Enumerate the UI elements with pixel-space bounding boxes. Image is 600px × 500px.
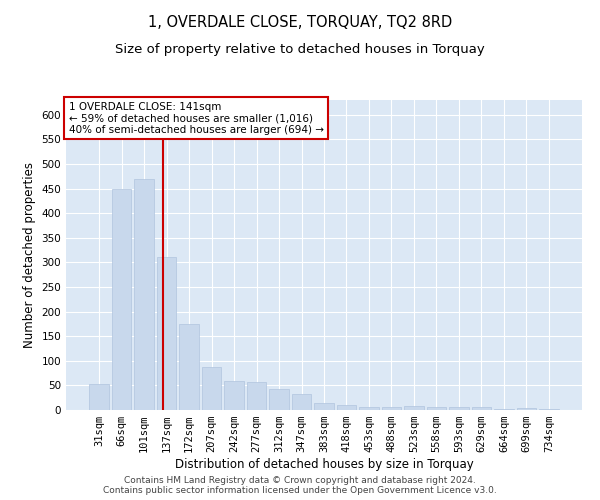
Bar: [517, 408, 536, 410]
X-axis label: Distribution of detached houses by size in Torquay: Distribution of detached houses by size …: [175, 458, 473, 471]
Text: 1 OVERDALE CLOSE: 141sqm
← 59% of detached houses are smaller (1,016)
40% of sem: 1 OVERDALE CLOSE: 141sqm ← 59% of detach…: [68, 102, 323, 134]
Bar: [382, 406, 401, 410]
Bar: [157, 258, 176, 410]
Bar: [472, 407, 491, 410]
Text: Contains HM Land Registry data © Crown copyright and database right 2024.
Contai: Contains HM Land Registry data © Crown c…: [103, 476, 497, 495]
Text: Size of property relative to detached houses in Torquay: Size of property relative to detached ho…: [115, 42, 485, 56]
Bar: [404, 406, 424, 410]
Bar: [202, 366, 221, 410]
Bar: [89, 384, 109, 410]
Bar: [224, 382, 244, 410]
Y-axis label: Number of detached properties: Number of detached properties: [23, 162, 36, 348]
Bar: [449, 407, 469, 410]
Bar: [292, 394, 311, 410]
Bar: [314, 402, 334, 410]
Bar: [112, 188, 131, 410]
Bar: [539, 408, 559, 410]
Bar: [359, 406, 379, 410]
Text: 1, OVERDALE CLOSE, TORQUAY, TQ2 8RD: 1, OVERDALE CLOSE, TORQUAY, TQ2 8RD: [148, 15, 452, 30]
Bar: [427, 407, 446, 410]
Bar: [134, 178, 154, 410]
Bar: [337, 405, 356, 410]
Bar: [247, 382, 266, 410]
Bar: [269, 389, 289, 410]
Bar: [494, 408, 514, 410]
Bar: [179, 324, 199, 410]
